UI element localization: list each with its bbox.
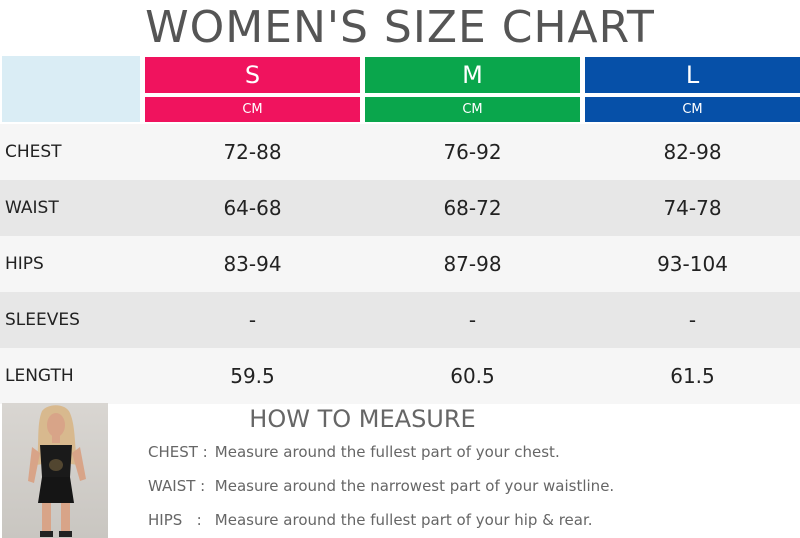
cell-value-l: 74-78 — [663, 196, 722, 220]
cell-value-m: 68-72 — [443, 196, 502, 220]
measure-instruction-hips: HIPS : Measure around the fullest part o… — [148, 509, 593, 531]
unit-header-s: CM — [145, 97, 360, 122]
table-row-sleeves: SLEEVES - - - — [0, 292, 800, 348]
measure-text: Measure around the narrowest part of you… — [214, 477, 615, 495]
row-label: CHEST — [5, 142, 62, 162]
cell-value-m: 60.5 — [450, 364, 495, 388]
row-label: SLEEVES — [5, 310, 80, 330]
measure-instruction-chest: CHEST : Measure around the fullest part … — [148, 441, 560, 463]
table-corner-cell — [2, 56, 140, 122]
unit-header-m: CM — [365, 97, 580, 122]
table-row-hips: HIPS 83-94 87-98 93-104 — [0, 236, 800, 292]
cell-value-l: 93-104 — [657, 252, 728, 276]
cell-value-m: 76-92 — [443, 140, 502, 164]
measure-key: CHEST : — [148, 443, 208, 461]
row-label: HIPS — [5, 254, 44, 274]
cell-value-s: - — [248, 308, 257, 332]
table-row-waist: WAIST 64-68 68-72 74-78 — [0, 180, 800, 236]
cell-value-s: 72-88 — [223, 140, 282, 164]
cell-value-s: 59.5 — [230, 364, 275, 388]
measure-instruction-waist: WAIST : Measure around the narrowest par… — [148, 475, 614, 497]
table-row-length: LENGTH 59.5 60.5 61.5 — [0, 348, 800, 404]
measure-key: WAIST : — [148, 477, 206, 495]
cell-value-s: 64-68 — [223, 196, 282, 220]
cell-value-m: 87-98 — [443, 252, 502, 276]
table-row-chest: CHEST 72-88 76-92 82-98 — [0, 124, 800, 180]
measure-text: Measure around the fullest part of your … — [214, 511, 593, 529]
row-label: LENGTH — [5, 366, 74, 386]
cell-value-l: 61.5 — [670, 364, 715, 388]
size-header-m: M — [365, 57, 580, 93]
cell-value-s: 83-94 — [223, 252, 282, 276]
cell-value-l: 82-98 — [663, 140, 722, 164]
size-header-s: S — [145, 57, 360, 93]
cell-value-l: - — [688, 308, 697, 332]
model-photo — [2, 403, 108, 538]
model-figure-illustration — [28, 405, 86, 537]
row-label: WAIST — [5, 198, 59, 218]
size-header-l: L — [585, 57, 800, 93]
unit-header-l: CM — [585, 97, 800, 122]
measure-key: HIPS : — [148, 511, 202, 529]
chart-title: WOMEN'S SIZE CHART — [145, 2, 655, 53]
cell-value-m: - — [468, 308, 477, 332]
measure-text: Measure around the fullest part of your … — [214, 443, 560, 461]
how-to-measure-title: HOW TO MEASURE — [249, 405, 476, 433]
